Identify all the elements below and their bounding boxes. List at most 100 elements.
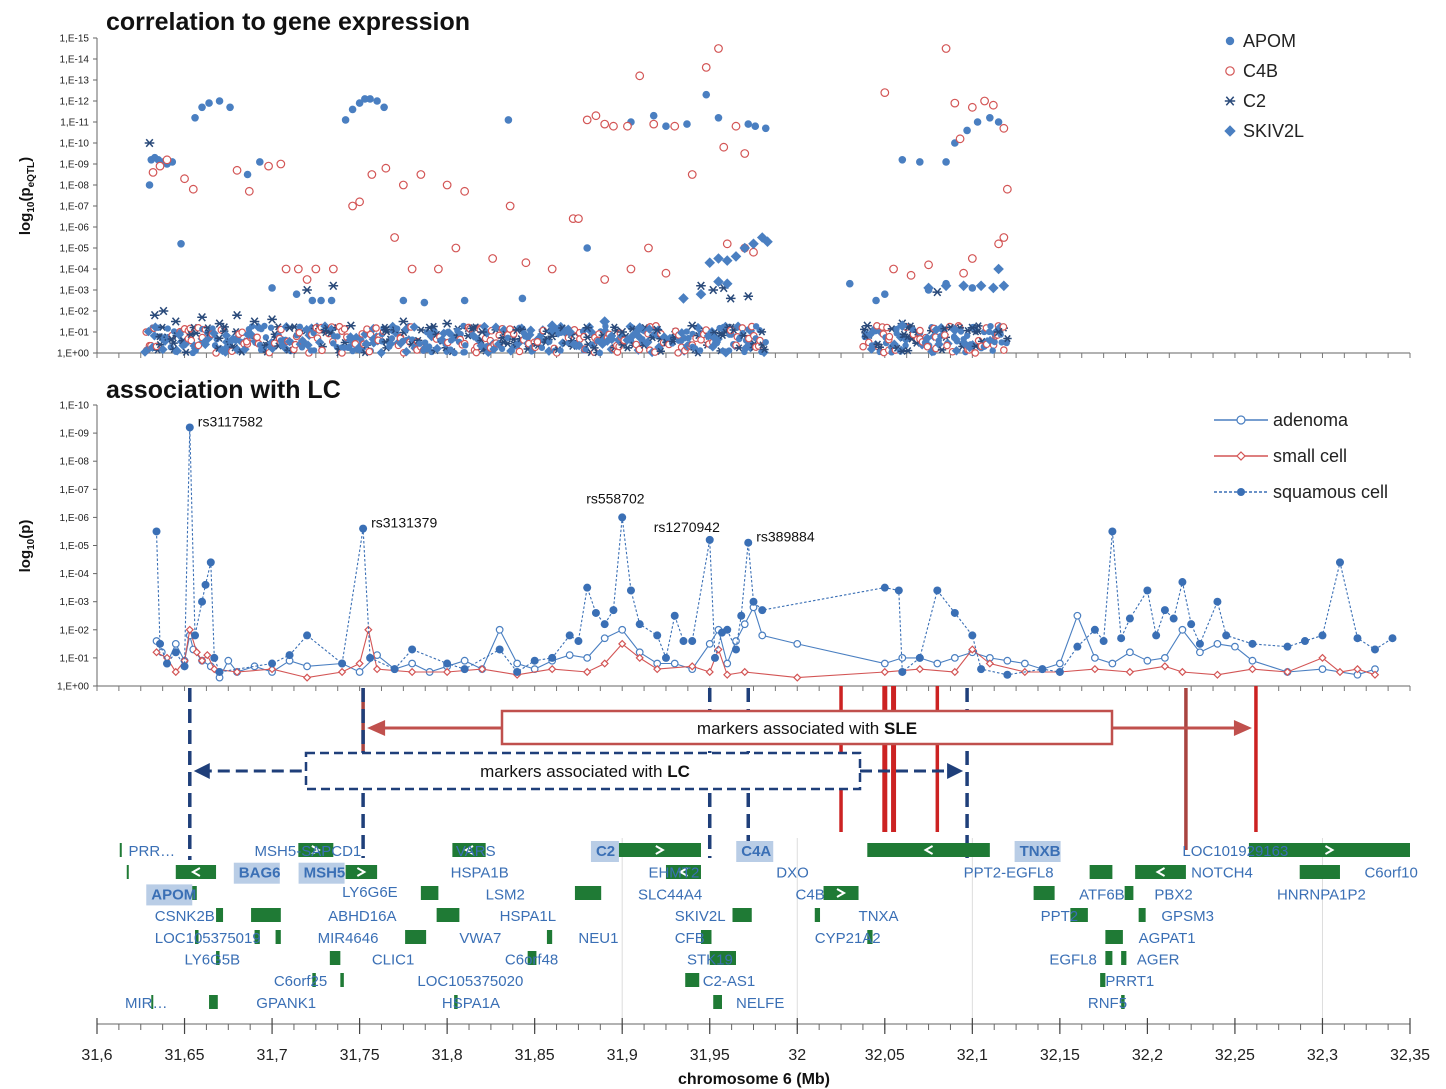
panel1-background-point — [187, 336, 196, 345]
panel1-background-point — [963, 332, 971, 339]
panel1-background-point — [659, 332, 669, 342]
gene-bar — [1121, 951, 1127, 965]
panel2-point-small-cell — [1248, 664, 1257, 674]
panel1-ytick-label: 1,E-05 — [60, 244, 90, 255]
panel1-point-apom — [649, 111, 658, 120]
gene-label: PBX2 — [1154, 886, 1192, 903]
panel1-point-apom — [898, 156, 907, 164]
panel1-point-c2 — [144, 138, 155, 148]
panel1-background-point — [538, 344, 546, 351]
panel1-background-point — [334, 333, 341, 340]
gene-label: EGFL8 — [1049, 952, 1097, 969]
panel1-point-c4b — [591, 111, 601, 121]
bottom-axis-tick-label: 31,8 — [432, 1047, 463, 1064]
panel2-point-adenoma — [618, 625, 627, 634]
panel2-point-adenoma — [565, 651, 574, 659]
panel1-background-point — [902, 342, 909, 349]
panel2-point-small-cell — [1160, 662, 1170, 671]
panel1-background-point — [740, 343, 751, 353]
panel2-point-squamous-cell — [688, 637, 697, 646]
gene-label: CFB — [675, 930, 705, 947]
panel2-point-adenoma — [933, 659, 942, 668]
panel1-ytick-label: 1,E-09 — [60, 160, 90, 171]
panel2-point-adenoma — [171, 639, 180, 648]
panel2-line-adenoma — [156, 605, 1376, 679]
gene-strand-arrow — [923, 845, 934, 855]
panel2-point-small-cell — [1318, 653, 1327, 663]
panel1-point-c4b — [959, 268, 968, 278]
panel1-background-point — [503, 339, 512, 348]
panel1-point-c4b — [188, 184, 198, 194]
panel2-ytick-label: 1,E-04 — [60, 569, 90, 580]
gene-bar — [867, 930, 873, 944]
panel2-point-squamous-cell — [1152, 631, 1161, 640]
panel2-point-squamous-cell — [1160, 606, 1169, 615]
panel1-background-point — [703, 331, 714, 341]
panel2-point-squamous-cell — [268, 659, 277, 668]
panel2-series — [152, 423, 1397, 682]
panel1-background-point — [971, 349, 980, 357]
panel1-background-point — [421, 339, 429, 346]
panel2-point-squamous-cell — [609, 606, 618, 615]
panel1-background-point — [643, 337, 653, 347]
panel1-point-apom — [366, 95, 374, 103]
panel1-background-point — [943, 341, 951, 350]
gene-label: LSM2 — [486, 886, 525, 903]
panel2-point-small-cell — [355, 659, 364, 668]
panel1-point-c4b — [994, 239, 1003, 249]
panel1-point-c4b — [950, 98, 960, 108]
panel1-point-c4b — [880, 88, 890, 97]
panel1-point-c4b — [649, 119, 659, 129]
panel1-point-apom — [518, 294, 527, 303]
panel1-background-point — [923, 342, 932, 351]
panel2-point-small-cell — [267, 664, 277, 674]
panel-association-lc: association with LC 1,E+001,E-011,E-021,… — [17, 376, 1411, 693]
panel1-background-point — [504, 334, 511, 342]
panel1-point-c2 — [687, 321, 698, 330]
panel1-point-c4b — [670, 121, 680, 131]
snp-label: rs1270942 — [654, 519, 720, 535]
gene-label: HSPA1B — [451, 865, 509, 882]
panel1-background-point — [154, 324, 162, 331]
panel1-background-point — [628, 330, 638, 341]
panel1-point-apom — [751, 122, 760, 130]
panel2-point-adenoma — [1196, 648, 1204, 657]
bottom-axis-tick-label: 32,15 — [1040, 1047, 1080, 1064]
panel1-point-skiv2l — [704, 257, 716, 268]
panel1-background-point — [172, 346, 182, 356]
panel2-point-squamous-cell — [171, 648, 180, 657]
panel2-point-adenoma — [670, 659, 679, 668]
gene-highlight — [146, 884, 193, 906]
gene-bar — [436, 908, 460, 922]
panel2-point-squamous-cell — [894, 586, 903, 595]
panel1-background-point — [525, 330, 535, 340]
gene-bar — [251, 908, 281, 922]
panel2-point-squamous-cell — [1318, 631, 1327, 640]
panel1-background-point — [557, 347, 564, 354]
panel1-ytick-label: 1,E-15 — [60, 34, 90, 45]
sle-box — [500, 709, 1114, 746]
panel2-point-squamous-cell — [1125, 614, 1134, 623]
gene-bar — [126, 865, 129, 879]
panel1-point-c4b — [574, 214, 583, 224]
panel2-point-small-cell — [548, 664, 557, 674]
panel1-point-apom — [373, 97, 381, 105]
panel1-point-c2 — [932, 287, 943, 297]
panel2-point-squamous-cell — [933, 586, 942, 595]
panel1-point-apom — [968, 284, 977, 292]
panel1-point-c4b — [521, 258, 531, 268]
gene-label: GPSM3 — [1161, 908, 1214, 925]
panel1-background-point — [583, 333, 592, 341]
gene-label: AGPAT1 — [1139, 930, 1196, 947]
gene-bar — [209, 995, 218, 1009]
panel1-point-c2 — [232, 310, 242, 320]
panel2-point-squamous-cell — [626, 586, 635, 595]
panel1-ytick-label: 1,E-06 — [60, 223, 90, 234]
gene-bar — [713, 995, 722, 1009]
gene-bar — [452, 843, 486, 857]
panel1-background-point — [623, 344, 632, 352]
panel2-point-squamous-cell — [635, 620, 644, 629]
panel1-point-c2 — [442, 319, 452, 328]
panel1-point-c4b — [714, 44, 723, 53]
